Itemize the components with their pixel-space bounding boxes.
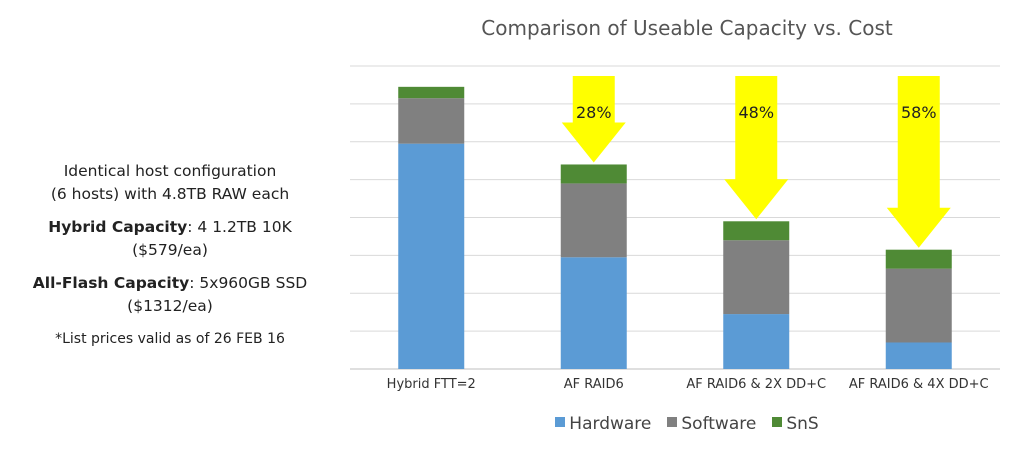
annotation-label-3: 48% — [738, 103, 774, 122]
x-tick-label: AF RAID6 — [564, 377, 624, 392]
annotation-label-2: 28% — [576, 103, 612, 122]
allflash-capacity-text: All-Flash Capacity: 5x960GB SSD ($1312/e… — [0, 272, 340, 318]
bar-software-3 — [723, 240, 790, 315]
bar-hardware-3 — [723, 314, 790, 369]
bar-hardware-4 — [885, 342, 952, 369]
annotation-arrow-2 — [561, 76, 626, 163]
legend-item-sns: SnS — [772, 414, 819, 434]
hybrid-capacity-line: Hybrid Capacity: 4 1.2TB 10K — [0, 216, 340, 239]
x-tick-label: AF RAID6 & 4X DD+C — [849, 377, 989, 392]
allflash-capacity-line: All-Flash Capacity: 5x960GB SSD — [0, 272, 340, 295]
bar-software-1 — [398, 98, 465, 144]
bar-hardware-2 — [560, 257, 627, 369]
hybrid-capacity-text: Hybrid Capacity: 4 1.2TB 10K ($579/ea) — [0, 216, 340, 262]
bar-sns-3 — [723, 221, 790, 241]
annotation-label-4: 58% — [901, 103, 937, 122]
x-axis: Hybrid FTT=2 AF RAID6 AF RAID6 & 2X DD+C AF… — [387, 377, 989, 392]
x-tick-label: Hybrid FTT=2 — [387, 377, 476, 392]
annotation-arrow-4 — [886, 76, 951, 248]
legend: Hardware Software SnS — [350, 414, 1024, 434]
allflash-capacity-label: All-Flash Capacity — [32, 274, 190, 292]
legend-label-hardware: Hardware — [569, 414, 652, 434]
bar-hardware-1 — [398, 143, 465, 369]
legend-label-software: Software — [681, 414, 757, 434]
bar-software-2 — [560, 183, 627, 258]
allflash-capacity-value: : 5x960GB SSD — [189, 274, 308, 292]
hybrid-capacity-label: Hybrid Capacity — [48, 218, 188, 236]
bar-sns-4 — [885, 249, 952, 269]
left-panel: Identical host configuration (6 hosts) w… — [0, 160, 340, 351]
legend-swatch-hardware — [555, 417, 566, 427]
bars — [398, 86, 952, 369]
legend-item-software: Software — [667, 414, 756, 434]
host-config-line1: Identical host configuration — [63, 162, 277, 180]
price-note: *List prices valid as of 26 FEB 16 — [55, 331, 285, 347]
legend-swatch-software — [667, 417, 678, 427]
bar-sns-2 — [560, 164, 627, 184]
legend-swatch-sns — [772, 417, 783, 427]
bar-sns-1 — [398, 86, 465, 99]
hybrid-capacity-price: ($579/ea) — [132, 241, 208, 259]
host-config-line2: (6 hosts) with 4.8TB RAW each — [50, 185, 290, 203]
annotation-arrow-3 — [724, 76, 789, 220]
chart-title: Comparison of Useable Capacity vs. Cost — [481, 16, 893, 40]
bar-software-4 — [885, 268, 952, 343]
annotation-arrows: 28% 48% 58% — [561, 76, 951, 248]
legend-item-hardware: Hardware — [555, 414, 651, 434]
x-tick-label: AF RAID6 & 2X DD+C — [686, 377, 826, 392]
host-config-text: Identical host configuration (6 hosts) w… — [0, 160, 340, 206]
hybrid-capacity-value: : 4 1.2TB 10K — [187, 218, 292, 236]
allflash-capacity-price: ($1312/ea) — [127, 297, 213, 315]
legend-label-sns: SnS — [786, 414, 819, 434]
